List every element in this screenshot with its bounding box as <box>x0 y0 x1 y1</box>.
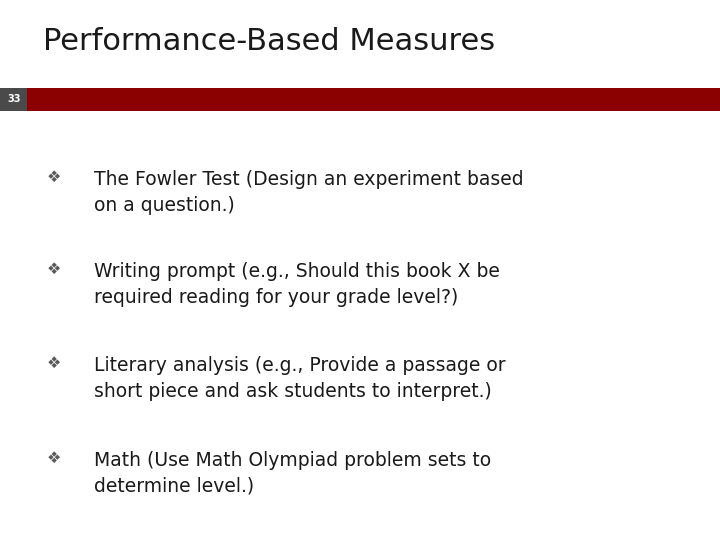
Text: Writing prompt (e.g., Should this book X be
required reading for your grade leve: Writing prompt (e.g., Should this book X… <box>94 262 500 307</box>
Text: Performance-Based Measures: Performance-Based Measures <box>43 27 495 56</box>
Bar <box>27 88 720 111</box>
Text: ❖: ❖ <box>47 356 61 372</box>
Text: Math (Use Math Olympiad problem sets to
determine level.): Math (Use Math Olympiad problem sets to … <box>94 451 491 496</box>
Text: ❖: ❖ <box>47 262 61 277</box>
Text: ❖: ❖ <box>47 170 61 185</box>
Bar <box>0 88 27 111</box>
Text: Literary analysis (e.g., Provide a passage or
short piece and ask students to in: Literary analysis (e.g., Provide a passa… <box>94 356 505 401</box>
Text: ❖: ❖ <box>47 451 61 466</box>
Text: 33: 33 <box>7 94 20 104</box>
Text: The Fowler Test (Design an experiment based
on a question.): The Fowler Test (Design an experiment ba… <box>94 170 523 215</box>
